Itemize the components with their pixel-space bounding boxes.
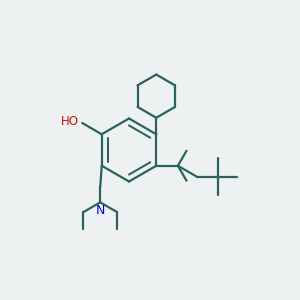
Text: HO: HO — [61, 115, 79, 128]
Text: N: N — [95, 204, 105, 217]
